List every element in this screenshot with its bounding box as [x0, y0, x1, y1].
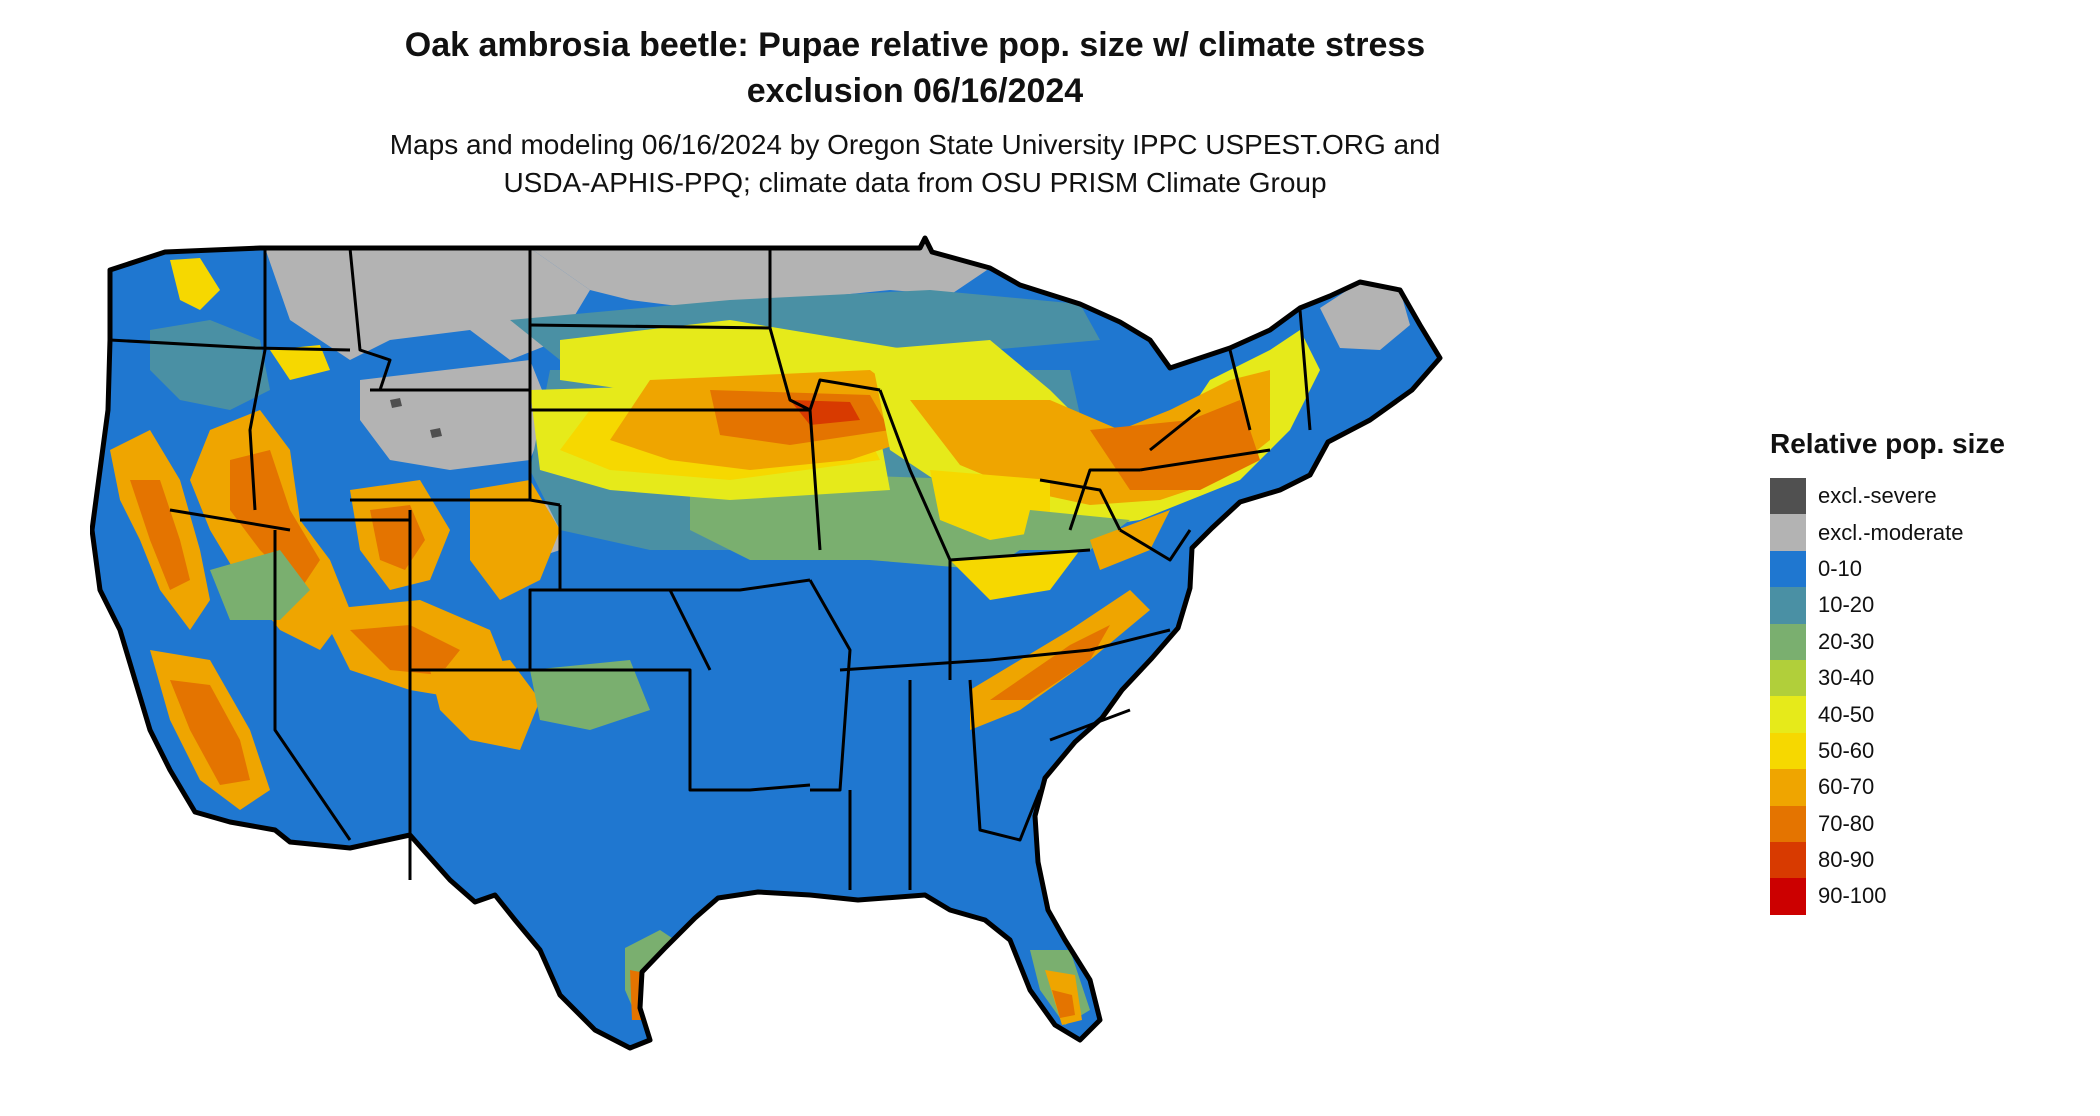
legend-label-excl-moderate: excl.-moderate — [1818, 519, 1964, 545]
legend-label-50-60: 50-60 — [1818, 737, 1875, 763]
legend-item-excl-severe: excl.-severe — [1770, 478, 2070, 515]
legend-label-30-40: 30-40 — [1818, 665, 1875, 691]
map-zone-70-80 — [1052, 990, 1075, 1018]
map-zone-70-80 — [1090, 400, 1260, 490]
legend-item-excl-moderate: excl.-moderate — [1770, 514, 2070, 551]
legend-label-60-70: 60-70 — [1818, 774, 1875, 800]
state-border — [169, 508, 291, 532]
legend-label-20-30: 20-30 — [1818, 628, 1875, 654]
map-subtitle-line-1: Maps and modeling 06/16/2024 by Oregon S… — [389, 129, 1441, 160]
legend-item-70-80: 70-80 — [1770, 805, 2070, 842]
map-legend: Relative pop. size excl.-severe excl.-mo… — [1770, 428, 2070, 915]
legend-swatch-0-10 — [1770, 550, 1806, 588]
map-zone-excl-moderate — [530, 238, 990, 310]
state-border — [668, 589, 712, 671]
map-zone-excl-severe — [390, 398, 402, 408]
map-subtitle-line-2: USDA-APHIS-PPQ; climate data from OSU PR… — [503, 167, 1327, 198]
legend-swatch-60-70 — [1770, 769, 1806, 806]
state-border — [949, 548, 1091, 562]
map-zone-70-80 — [350, 625, 460, 675]
legend-swatch-30-40 — [1770, 659, 1806, 697]
state-border — [878, 389, 952, 561]
legend-item-50-60: 50-60 — [1770, 732, 2070, 770]
state-border — [350, 498, 561, 507]
legend-label-80-90: 80-90 — [1818, 847, 1875, 873]
us-outline — [90, 235, 1443, 1051]
legend-item-30-40: 30-40 — [1770, 659, 2070, 697]
state-border — [1089, 628, 1171, 652]
legend-label-excl-severe: excl.-severe — [1818, 483, 1937, 509]
map-title-line-1: Oak ambrosia beetle: Pupae relative pop.… — [404, 26, 1426, 64]
state-border — [1149, 408, 1201, 452]
map-zone-70-80 — [990, 625, 1110, 700]
state-border — [1139, 448, 1271, 472]
map-zone-excl-moderate — [1320, 282, 1410, 350]
legend-item-40-50: 40-50 — [1770, 696, 2070, 733]
state-border — [1119, 528, 1192, 562]
state-border — [968, 679, 1042, 842]
state-border — [1049, 708, 1131, 742]
legend-item-90-100: 90-100 — [1770, 878, 2070, 915]
state-border — [530, 668, 811, 792]
state-border — [768, 327, 822, 551]
legend-label-90-100: 90-100 — [1818, 883, 1887, 909]
map-title-line-2: exclusion 06/16/2024 — [746, 72, 1084, 110]
state-border — [1298, 309, 1312, 431]
map-zone-70-80 — [170, 680, 250, 785]
legend-swatch-50-60 — [1770, 732, 1806, 770]
legend-item-10-20: 10-20 — [1770, 587, 2070, 624]
legend-swatch-excl-moderate — [1770, 514, 1806, 551]
state-border — [530, 378, 881, 412]
map-zone-excl-moderate — [360, 360, 550, 470]
legend-swatch-40-50 — [1770, 696, 1806, 733]
state-border — [273, 530, 352, 841]
map-zone-50-60 — [270, 345, 330, 380]
us-population-map — [90, 235, 1443, 1051]
map-zone-50-60 — [930, 470, 1050, 540]
map-zone-excl-severe — [430, 428, 442, 438]
map-zone-excl-moderate — [265, 248, 590, 360]
legend-item-0-10: 0-10 — [1770, 550, 2070, 588]
legend-item-80-90: 80-90 — [1770, 841, 2070, 879]
legend-swatch-excl-severe — [1770, 478, 1806, 515]
state-border — [1068, 468, 1140, 531]
legend-swatch-80-90 — [1770, 841, 1806, 879]
legend-swatch-20-30 — [1770, 623, 1806, 660]
map-zone-60-70 — [430, 660, 540, 750]
map-zone-60-70 — [1090, 510, 1170, 570]
map-zone-20-30 — [530, 660, 650, 730]
legend-label-10-20: 10-20 — [1818, 592, 1875, 618]
legend-swatch-70-80 — [1770, 805, 1806, 842]
map-zone-80-90 — [790, 400, 860, 425]
map-title: Oak ambrosia beetle: Pupae relative pop.… — [0, 22, 1830, 114]
state-border — [248, 248, 267, 511]
state-border — [839, 648, 1091, 672]
state-border — [348, 247, 392, 391]
legend-item-20-30: 20-30 — [1770, 623, 2070, 660]
map-zone-50-60 — [170, 258, 220, 310]
map-zone-60-70 — [470, 480, 560, 600]
state-border — [1228, 349, 1252, 431]
state-border — [528, 588, 560, 670]
legend-label-40-50: 40-50 — [1818, 701, 1875, 727]
legend-item-60-70: 60-70 — [1770, 769, 2070, 806]
map-zone-70-80 — [130, 480, 190, 590]
state-border — [558, 505, 811, 592]
state-border — [109, 338, 351, 352]
state-border — [1039, 478, 1122, 531]
legend-swatch-10-20 — [1770, 587, 1806, 624]
legend-swatch-90-100 — [1770, 878, 1806, 915]
map-subtitle: Maps and modeling 06/16/2024 by Oregon S… — [0, 126, 1830, 202]
state-border — [808, 579, 852, 792]
legend-label-0-10: 0-10 — [1818, 555, 1863, 581]
legend-label-70-80: 70-80 — [1818, 810, 1875, 836]
legend-title: Relative pop. size — [1770, 428, 2005, 459]
map-zone-50-60 — [950, 550, 1080, 600]
map-zone-20-30 — [210, 550, 310, 620]
